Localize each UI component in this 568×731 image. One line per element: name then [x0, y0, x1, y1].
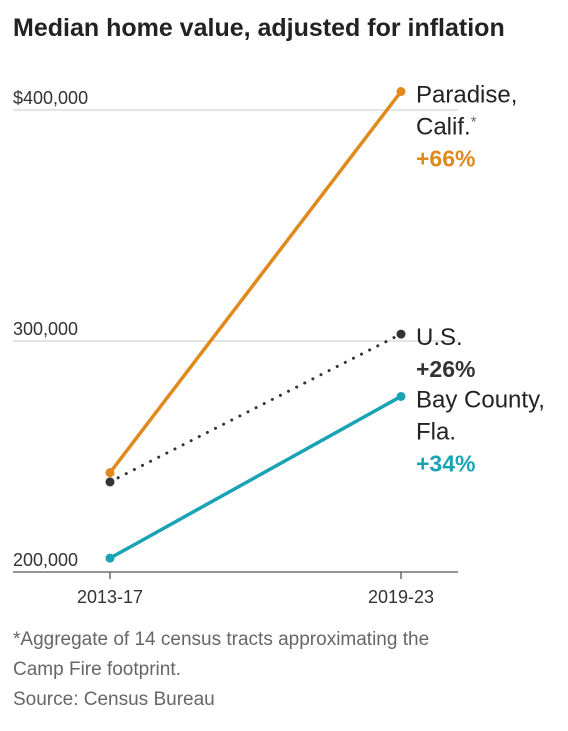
footnote-mark: * — [471, 114, 477, 131]
footnotes: *Aggregate of 14 census tracts approxima… — [13, 629, 429, 710]
x-tick-label: 2013-17 — [77, 587, 143, 607]
x-axis: 2013-17 2019-23 — [13, 571, 458, 607]
gridlines — [13, 109, 458, 342]
series-point — [105, 468, 115, 478]
y-tick-label: 300,000 — [13, 319, 78, 339]
series-point — [396, 87, 406, 97]
series-name: Bay County, — [416, 386, 545, 413]
series-labels: Paradise, Calif.* +66% U.S. +26% Bay County, F… — [416, 82, 545, 477]
y-axis: $400,000 300,000 200,000 — [13, 88, 88, 570]
footnote: *Aggregate of 14 census tracts approxima… — [13, 629, 429, 650]
series-name: U.S. — [416, 324, 463, 351]
series-point — [105, 553, 115, 563]
series-name: Paradise, — [416, 82, 517, 109]
series-line — [108, 394, 403, 560]
series-point — [396, 391, 406, 401]
chart-title: Median home value, adjusted for inflatio… — [13, 14, 505, 42]
series-name: Fla. — [416, 418, 456, 445]
series-line — [108, 89, 403, 475]
series-name: Calif.* — [416, 114, 477, 141]
source-note: Source: Census Bureau — [13, 689, 215, 710]
series-change: +34% — [416, 450, 475, 476]
y-tick-label: $400,000 — [13, 88, 88, 108]
series-change: +26% — [416, 356, 475, 382]
footnote: Camp Fire footprint. — [13, 659, 181, 680]
series-point — [396, 329, 406, 339]
series-group — [105, 87, 406, 563]
y-tick-label: 200,000 — [13, 550, 78, 570]
series-change: +66% — [416, 146, 475, 172]
series-point — [105, 477, 115, 487]
series-line — [108, 332, 403, 484]
x-tick-label: 2019-23 — [368, 587, 434, 607]
